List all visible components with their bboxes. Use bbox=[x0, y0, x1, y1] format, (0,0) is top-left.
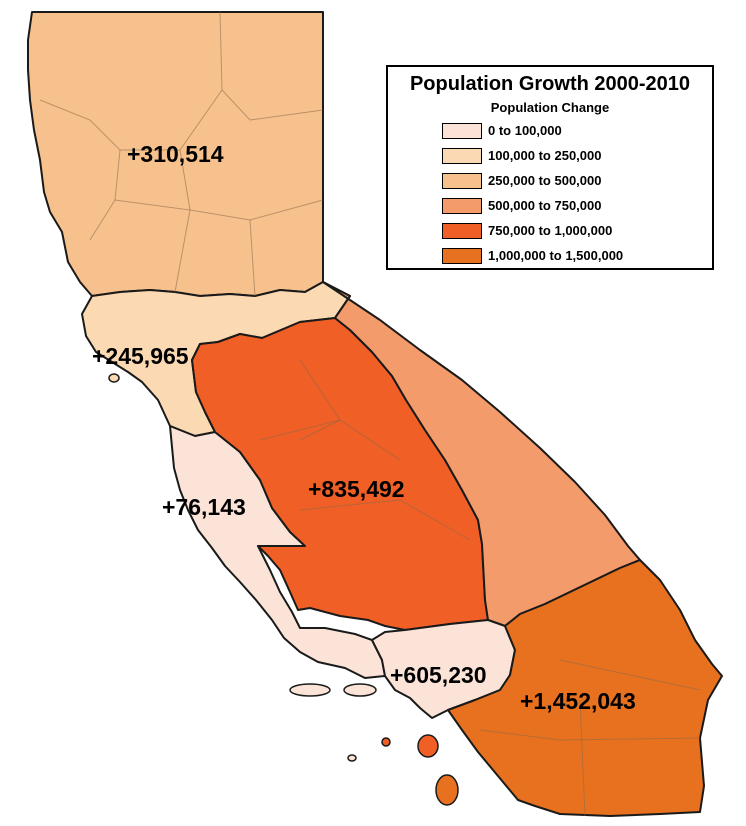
channel-island-3 bbox=[417, 734, 439, 758]
channel-island-2 bbox=[343, 683, 377, 697]
legend-swatch bbox=[442, 198, 482, 214]
legend-label: 1,000,000 to 1,500,000 bbox=[488, 248, 624, 263]
legend-title: Population Growth 2000-2010 bbox=[409, 73, 691, 95]
label-los-angeles: +605,230 bbox=[390, 662, 487, 688]
legend-item: 500,000 to 750,000 bbox=[442, 198, 702, 216]
legend-label: 250,000 to 500,000 bbox=[488, 173, 602, 188]
legend-item: 1,000,000 to 1,500,000 bbox=[442, 248, 702, 266]
legend-swatch bbox=[442, 148, 482, 164]
map-legend: Population Growth 2000-2010 Population C… bbox=[386, 65, 714, 270]
legend-label: 0 to 100,000 bbox=[488, 123, 562, 138]
legend-item: 250,000 to 500,000 bbox=[442, 173, 702, 191]
legend-item: 100,000 to 250,000 bbox=[442, 148, 702, 166]
label-central-valley: +835,492 bbox=[308, 476, 405, 502]
legend-label: 750,000 to 1,000,000 bbox=[488, 223, 613, 238]
channel-island-4 bbox=[381, 737, 391, 747]
county-boundaries bbox=[39, 11, 701, 817]
legend-item: 0 to 100,000 bbox=[442, 123, 702, 141]
legend-swatch bbox=[442, 223, 482, 239]
legend-swatch bbox=[442, 123, 482, 139]
channel-island-5 bbox=[435, 774, 459, 806]
legend-swatch bbox=[442, 248, 482, 264]
label-bay-area: +245,965 bbox=[92, 343, 189, 369]
farallon-island bbox=[108, 373, 120, 383]
label-southern: +1,452,043 bbox=[520, 688, 636, 714]
legend-subtitle: Population Change bbox=[490, 100, 610, 115]
label-central-coast: +76,143 bbox=[162, 494, 246, 520]
channel-island-1 bbox=[289, 683, 331, 697]
label-northern: +310,514 bbox=[127, 141, 224, 167]
channel-island-6 bbox=[347, 754, 357, 762]
legend-swatch bbox=[442, 173, 482, 189]
legend-label: 100,000 to 250,000 bbox=[488, 148, 602, 163]
legend-item: 750,000 to 1,000,000 bbox=[442, 223, 702, 241]
region-southern bbox=[447, 559, 723, 817]
legend-label: 500,000 to 750,000 bbox=[488, 198, 602, 213]
